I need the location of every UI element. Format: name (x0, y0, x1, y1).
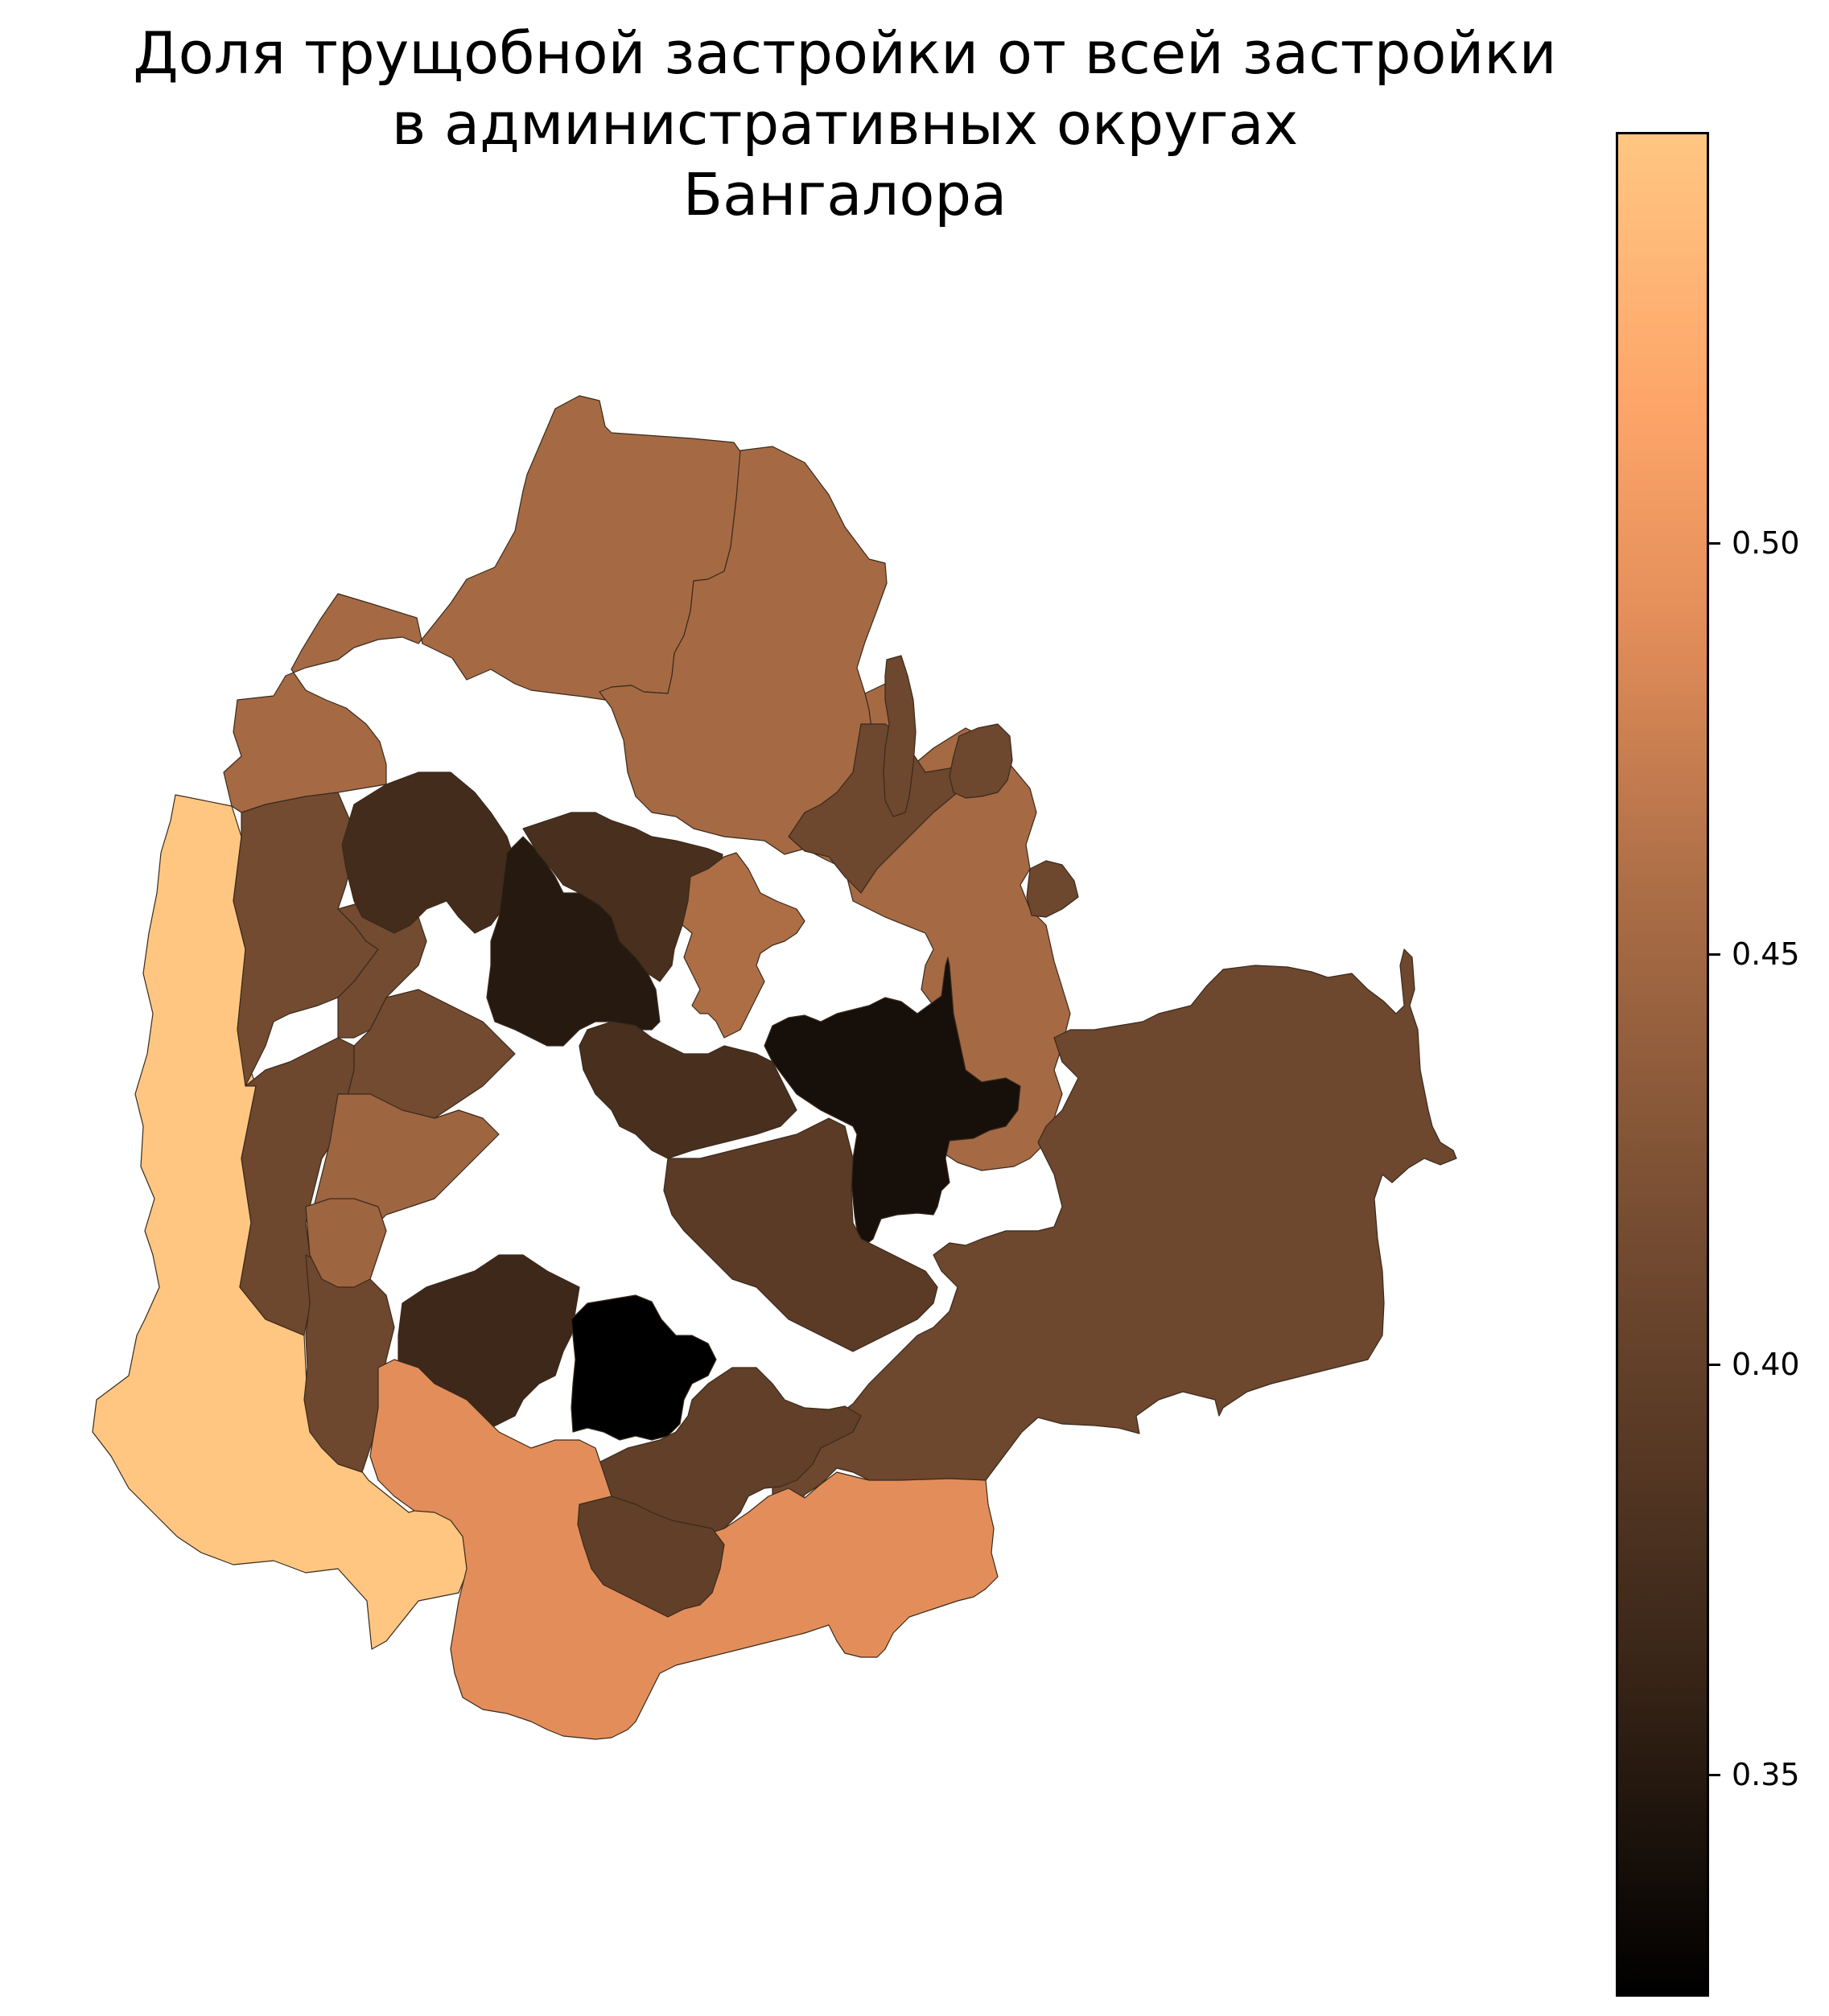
colorbar-tick (1709, 542, 1720, 545)
district-south[interactable] (369, 1359, 999, 1740)
colorbar-tick-label: 0.40 (1732, 1347, 1800, 1382)
colorbar-tick (1709, 953, 1720, 956)
map-title: Доля трущобной застройки от всей застрой… (48, 18, 1642, 230)
district-northeast[interactable] (599, 446, 902, 870)
district-central-east[interactable] (579, 1021, 797, 1159)
district-small-north-1[interactable] (949, 723, 1013, 799)
district-south-inner-dark[interactable] (577, 1496, 725, 1618)
colorbar-tick (1709, 1364, 1720, 1366)
colorbar-tick-label: 0.50 (1732, 525, 1800, 561)
district-east-outer[interactable] (748, 948, 1457, 1513)
district-north-central-dark[interactable] (341, 771, 516, 934)
bangalore-map (92, 395, 1457, 1740)
district-southwest-lower[interactable] (303, 1254, 395, 1473)
title-line-2: в административных округах (391, 90, 1299, 158)
district-central-south[interactable] (663, 1117, 938, 1352)
title-line-3: Бангалора (682, 161, 1007, 228)
district-southwest-band[interactable] (239, 1037, 355, 1336)
title-line-1: Доля трущобной застройки от всей застрой… (133, 19, 1557, 87)
district-east-outer-belt[interactable] (788, 723, 966, 894)
colorbar-tick (1709, 1774, 1720, 1776)
district-central-light-south[interactable] (305, 1198, 387, 1288)
district-south-central-black[interactable] (571, 1294, 717, 1441)
district-small-north-2[interactable] (1026, 860, 1079, 918)
colorbar (1616, 132, 1709, 1997)
colorbar-tick-label: 0.45 (1732, 936, 1800, 972)
district-north-east-light[interactable] (682, 852, 805, 1039)
district-small-north-3[interactable] (883, 655, 917, 817)
colorbar-tick-label: 0.35 (1732, 1757, 1800, 1792)
